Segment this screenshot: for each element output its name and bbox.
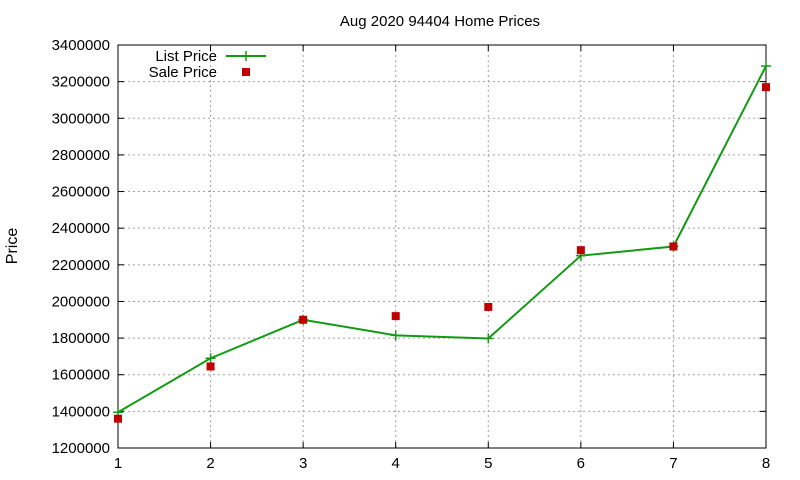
y-tick-label: 2400000 (52, 220, 110, 237)
y-tick-label: 1400000 (52, 403, 110, 420)
list-price-point (205, 353, 216, 364)
legend-marker-list-price (241, 51, 251, 61)
plot-border (117, 44, 767, 449)
sale-price-point (206, 362, 215, 371)
x-tick-label: 7 (669, 455, 677, 472)
list-price-point (390, 330, 401, 341)
sale-price-point (299, 315, 308, 324)
y-axis-title: Price (4, 228, 21, 265)
y-tick-label: 2800000 (52, 147, 110, 164)
y-tick-label: 3000000 (52, 110, 110, 127)
y-tick-label: 1600000 (52, 367, 110, 384)
y-tick-label: 1200000 (52, 440, 110, 457)
y-tick-label: 2000000 (52, 293, 110, 310)
y-tick-label: 3200000 (52, 74, 110, 91)
x-tick-label: 5 (484, 455, 492, 472)
y-tick-label: 1800000 (52, 330, 110, 347)
sale-price-point (114, 414, 122, 423)
y-tick-label: 2600000 (52, 184, 110, 201)
x-tick-label: 4 (392, 455, 400, 472)
grid-lines (118, 45, 766, 448)
chart-title: Aug 2020 94404 Home Prices (340, 13, 540, 30)
sale-price-point (576, 246, 585, 255)
y-tick-label: 3400000 (52, 37, 110, 54)
sale-price-point (484, 302, 493, 311)
axes: 1200000 1400000 1600000 1800000 2000000 22000… (52, 37, 771, 472)
x-tick-label: 3 (299, 455, 307, 472)
list-price-point (761, 61, 771, 72)
sale-price-point (669, 242, 678, 251)
x-tick-label: 1 (114, 455, 122, 472)
legend-label-list-price: List Price (155, 48, 217, 65)
sale-price-point (391, 312, 400, 321)
legend-label-sale-price: Sale Price (149, 64, 217, 81)
y-tick-label: 2200000 (52, 257, 110, 274)
x-tick-label: 6 (577, 455, 585, 472)
list-price-line (117, 65, 767, 414)
x-tick-label: 8 (762, 455, 770, 472)
list-price-point (483, 333, 494, 344)
sale-price-point (762, 83, 770, 92)
series-layer (113, 61, 771, 423)
legend-marker-sale-price (242, 68, 250, 76)
x-tick-label: 2 (206, 455, 214, 472)
